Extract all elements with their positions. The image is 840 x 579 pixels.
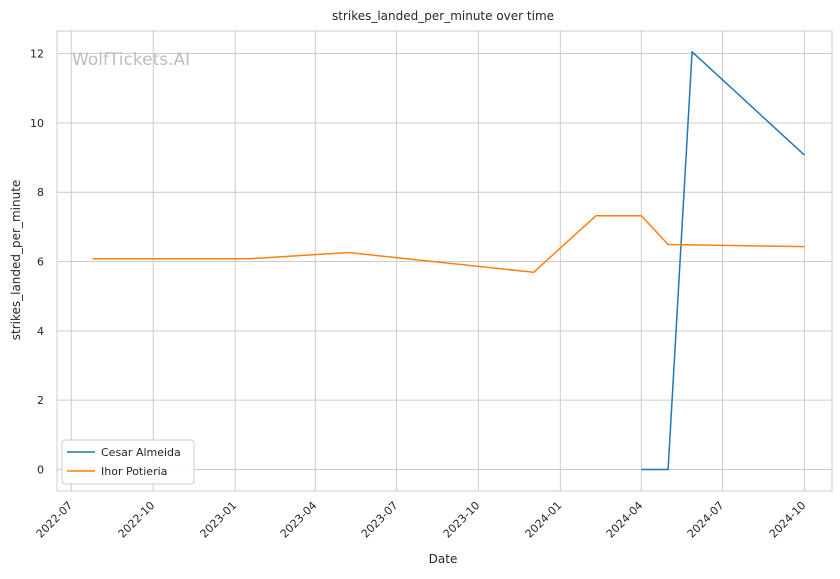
x-tick-label: 2022-07 xyxy=(34,499,76,541)
legend-label: Ihor Potieria xyxy=(101,465,167,478)
series-line-cesar-almeida xyxy=(641,51,805,471)
legend: Cesar Almeida Ihor Potieria xyxy=(61,439,195,485)
series-line-ihor-potieria xyxy=(92,215,805,274)
legend-box xyxy=(61,439,195,485)
x-tick-label: 2024-01 xyxy=(523,499,565,541)
y-tick-label: 6 xyxy=(37,256,44,269)
chart-title: strikes_landed_per_minute over time xyxy=(332,9,554,23)
x-axis-label: Date xyxy=(429,552,458,566)
y-tick-label: 12 xyxy=(30,48,44,61)
x-tick-label: 2024-04 xyxy=(604,499,646,541)
plot-frame xyxy=(56,30,833,492)
x-tick-label: 2023-07 xyxy=(359,499,401,541)
y-tick-label: 10 xyxy=(30,117,44,130)
x-tick-label: 2022-10 xyxy=(116,499,158,541)
y-tick-label: 8 xyxy=(37,186,44,199)
x-tick-label: 2023-10 xyxy=(441,499,483,541)
y-tick-label: 4 xyxy=(37,325,44,338)
x-tick-label: 2024-07 xyxy=(685,499,727,541)
legend-label: Cesar Almeida xyxy=(101,446,181,459)
y-axis-ticks: 0 2 4 6 8 10 12 xyxy=(30,48,44,477)
x-tick-label: 2023-04 xyxy=(278,499,320,541)
y-axis-label: strikes_landed_per_minute xyxy=(9,180,23,341)
x-axis-ticks: 2022-07 2022-10 2023-01 2023-04 2023-07 2023-… xyxy=(34,499,809,541)
y-tick-label: 0 xyxy=(37,464,44,477)
y-tick-label: 2 xyxy=(37,394,44,407)
x-tick-label: 2024-10 xyxy=(767,499,809,541)
watermark: WolfTickets.AI xyxy=(72,50,190,70)
x-tick-label: 2023-01 xyxy=(198,499,240,541)
grid xyxy=(57,31,832,491)
series-layer xyxy=(92,51,805,471)
